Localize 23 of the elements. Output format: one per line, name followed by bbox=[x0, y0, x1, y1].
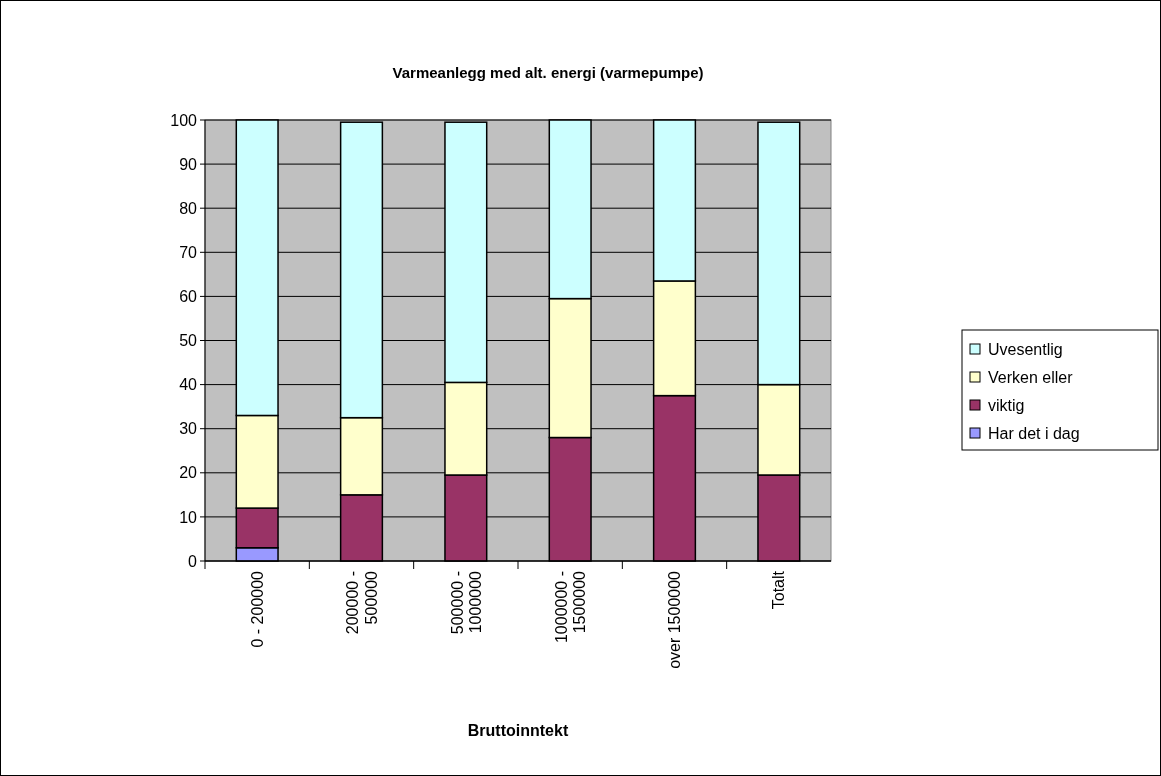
y-tick-label: 30 bbox=[179, 420, 198, 438]
y-tick-label: 40 bbox=[179, 376, 198, 394]
legend-label: Har det i dag bbox=[988, 424, 1080, 442]
y-tick-label: 50 bbox=[179, 332, 198, 350]
y-tick-label: 70 bbox=[179, 243, 198, 261]
x-tick-label: over 1500000 bbox=[666, 570, 684, 669]
x-tick-label: 1000000 - 1500000 bbox=[552, 570, 589, 644]
y-tick-label: 60 bbox=[179, 288, 198, 305]
legend-label: Uvesentlig bbox=[988, 340, 1063, 358]
x-tick-label: 0 - 200000 bbox=[248, 570, 266, 648]
y-tick-label: 0 bbox=[188, 552, 198, 570]
y-tick-label: 10 bbox=[179, 508, 198, 526]
x-axis-title: Bruttoinntekt bbox=[467, 722, 569, 739]
y-tick-label: 80 bbox=[179, 199, 198, 217]
y-tick-label: 90 bbox=[179, 155, 198, 173]
y-tick-label: 100 bbox=[170, 111, 198, 129]
x-tick-label: 200000 - 500000 bbox=[344, 570, 380, 635]
legend-label: Verken eller bbox=[988, 368, 1074, 386]
x-tick-label: 500000 - 1000000 bbox=[448, 570, 485, 635]
legend-label: viktig bbox=[988, 396, 1025, 414]
x-tick-label: Totalt bbox=[770, 570, 788, 610]
y-tick-label: 20 bbox=[179, 464, 198, 482]
chart-title: Varmeanlegg med alt. energi (varmepumpe) bbox=[392, 64, 704, 81]
